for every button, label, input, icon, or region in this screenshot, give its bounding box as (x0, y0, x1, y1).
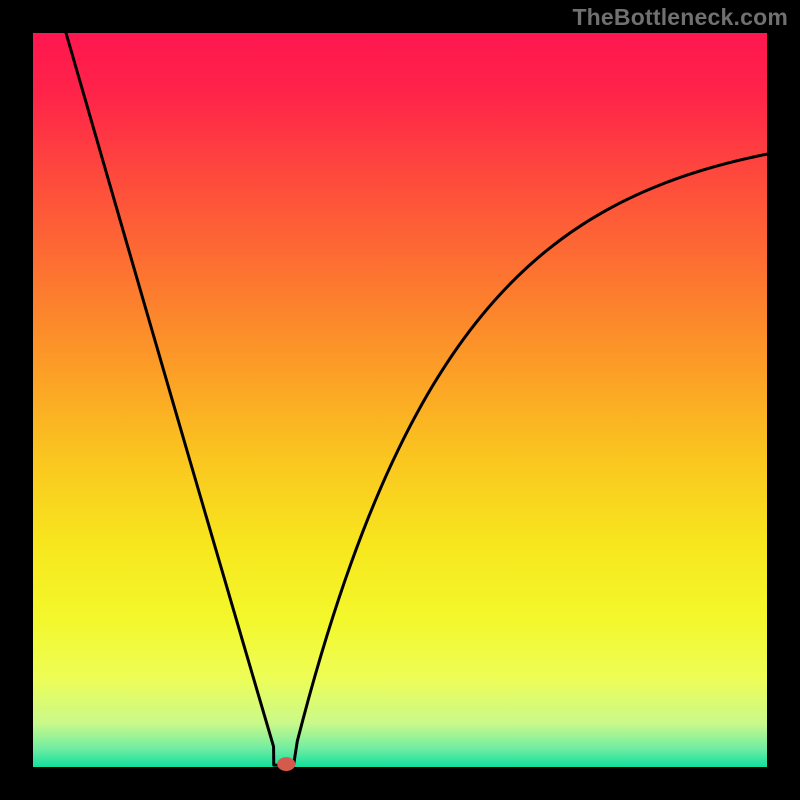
plot-background (33, 33, 767, 767)
optimum-marker (277, 757, 295, 771)
chart-frame: TheBottleneck.com (0, 0, 800, 800)
bottleneck-chart (0, 0, 800, 800)
watermark-text: TheBottleneck.com (572, 4, 788, 31)
